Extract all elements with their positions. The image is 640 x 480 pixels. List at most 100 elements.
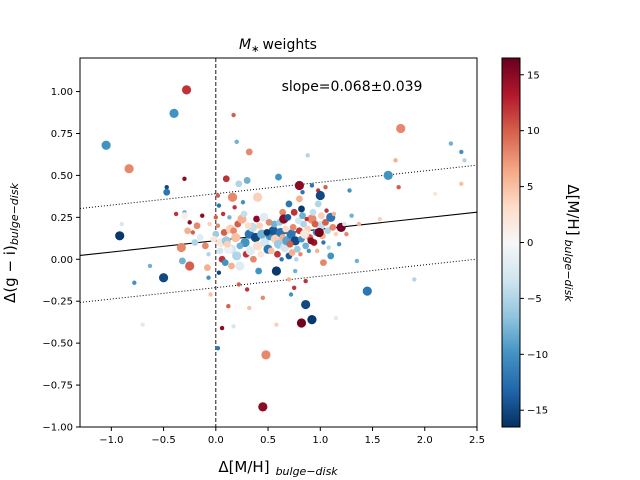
colorbar-tick-label: 5 <box>527 182 533 193</box>
x-axis-label-main: Δ[M/H] <box>218 458 269 476</box>
data-point <box>293 245 301 253</box>
data-point <box>253 192 263 202</box>
data-point <box>140 322 145 327</box>
data-point <box>173 211 179 217</box>
data-point <box>299 212 306 220</box>
y-tick-label: 0.25 <box>51 213 73 224</box>
data-point <box>294 180 304 191</box>
colorbar-label-main: Δ[M/H] <box>564 184 582 235</box>
data-point <box>324 208 329 213</box>
data-point <box>305 153 310 158</box>
data-point <box>193 222 201 230</box>
data-point <box>181 85 192 95</box>
data-point <box>307 315 317 325</box>
data-point <box>178 257 186 265</box>
data-point <box>301 299 311 310</box>
data-point <box>268 226 278 236</box>
data-point <box>459 149 464 155</box>
data-point <box>124 164 134 174</box>
x-tick-label: 0.0 <box>208 435 224 446</box>
y-axis-ticks: −1.00 −0.75 −0.50 −0.25 0.00 0.25 0.50 0.75 1.00 <box>42 87 80 434</box>
data-point <box>307 237 315 245</box>
data-point <box>185 261 195 271</box>
data-point <box>275 173 282 181</box>
data-point <box>396 184 401 190</box>
data-point <box>182 176 187 181</box>
data-point <box>190 230 196 235</box>
y-axis-label-main: Δ(g − i) <box>1 245 19 303</box>
data-point <box>314 227 324 238</box>
data-point <box>258 402 268 412</box>
data-point <box>459 181 464 186</box>
data-point <box>279 208 287 216</box>
data-point <box>321 240 326 245</box>
data-point <box>204 264 211 272</box>
data-point <box>315 190 325 201</box>
data-point <box>169 108 179 118</box>
data-point <box>290 208 298 216</box>
data-point <box>396 123 406 134</box>
data-point <box>309 208 317 216</box>
data-point <box>291 285 297 290</box>
data-point <box>265 218 273 226</box>
data-point <box>115 231 125 241</box>
data-point <box>448 141 454 146</box>
colorbar-label: Δ[M/H] bulge−disk <box>562 184 582 302</box>
data-point <box>101 140 111 150</box>
x-axis-label: Δ[M/H] bulge−disk <box>218 458 338 478</box>
data-point <box>317 212 325 220</box>
data-point <box>347 188 352 193</box>
upper-scatter-line <box>80 164 477 210</box>
data-point <box>296 318 307 328</box>
data-point <box>232 251 242 261</box>
data-point <box>271 266 282 276</box>
data-point <box>320 259 327 267</box>
data-point <box>236 282 241 287</box>
data-point <box>226 304 231 309</box>
y-tick-label: 1.00 <box>51 87 73 98</box>
data-point <box>215 345 221 351</box>
data-point <box>331 211 337 217</box>
y-axis-label-sub: bulge−disk <box>8 182 21 245</box>
data-point <box>245 246 255 256</box>
data-point <box>253 215 260 223</box>
data-point <box>158 273 169 283</box>
y-tick-label: −0.75 <box>42 381 73 392</box>
data-point <box>412 277 417 282</box>
data-point <box>298 205 305 213</box>
data-point <box>383 170 393 181</box>
data-point <box>285 200 293 208</box>
data-point <box>163 188 171 196</box>
data-point <box>184 227 192 235</box>
colorbar-tick-label: −5 <box>527 294 542 305</box>
scatter-points <box>101 85 467 412</box>
data-point <box>342 221 347 227</box>
data-point <box>220 211 226 217</box>
x-tick-label: 1.0 <box>312 435 328 446</box>
data-point <box>336 241 342 247</box>
data-point <box>263 229 271 236</box>
data-point <box>222 175 230 183</box>
x-tick-label: 2.0 <box>417 435 433 446</box>
data-point <box>284 213 292 221</box>
data-point <box>282 225 290 233</box>
data-point <box>216 247 224 255</box>
data-point <box>349 213 354 218</box>
data-point <box>221 259 229 267</box>
colorbar <box>501 57 521 428</box>
data-point <box>231 324 236 329</box>
data-point <box>200 213 205 218</box>
data-point <box>294 257 299 262</box>
data-point <box>261 350 271 360</box>
data-point <box>300 229 310 239</box>
data-point <box>164 184 169 190</box>
x-axis-label-sub: bulge−disk <box>276 465 339 478</box>
data-point <box>393 158 398 163</box>
data-point <box>240 210 248 218</box>
data-point <box>256 222 264 230</box>
plot-frame <box>79 57 478 428</box>
data-point <box>147 263 153 269</box>
data-point <box>274 322 279 327</box>
data-point <box>293 268 298 274</box>
